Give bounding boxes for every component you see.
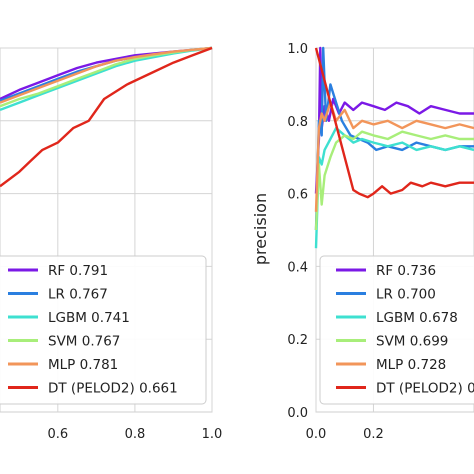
roc-x-tick-label: 1.0 <box>202 427 223 442</box>
pr-legend-label: DT (PELOD2) 0.661 <box>376 381 474 397</box>
roc-series-line-5 <box>0 46 213 188</box>
roc-series-lines <box>0 46 213 188</box>
pr-legend-label: LGBM 0.678 <box>376 310 458 326</box>
pr-y-tick-label: 1.0 <box>287 42 308 57</box>
pr-y-tick-label: 0.6 <box>287 188 308 203</box>
roc-x-ticks: 0.6 0.8 1.0 <box>47 427 222 442</box>
pr-y-ticks: 0.0 0.2 0.4 0.6 0.8 1.0 <box>287 42 308 421</box>
pr-series-line-3 <box>314 130 474 231</box>
pr-x-ticks: 0.0 0.2 <box>306 427 384 442</box>
roc-legend-label: DT (PELOD2) 0.661 <box>48 381 178 397</box>
roc-legend-label: LGBM 0.741 <box>48 310 130 326</box>
pr-y-tick-label: 0.8 <box>287 115 308 130</box>
pr-legend-label: RF 0.736 <box>376 263 436 279</box>
roc-x-tick-label: 0.6 <box>47 427 68 442</box>
pr-y-tick-label: 0.2 <box>287 333 308 348</box>
pr-y-axis-label: precision <box>251 193 270 265</box>
pr-legend-label: SVM 0.699 <box>376 334 448 350</box>
roc-series-line-4 <box>0 46 213 104</box>
pr-legend-label: MLP 0.728 <box>376 357 446 373</box>
pr-legend: RF 0.736 LR 0.700 LGBM 0.678 SVM 0.699 MLP 0… <box>319 255 474 405</box>
roc-legend-label: LR 0.767 <box>48 287 108 303</box>
pr-series-lines <box>314 46 474 249</box>
pr-legend-label: LR 0.700 <box>376 287 436 303</box>
pr-x-tick-label: 0.0 <box>306 427 327 442</box>
pr-y-tick-label: 0.0 <box>287 406 308 421</box>
roc-chart-panel: 0.6 0.8 1.0 RF 0.791 LR 0.767 LGBM 0.741 SVM … <box>0 46 222 442</box>
roc-legend-label: SVM 0.767 <box>48 334 120 350</box>
pr-series-line-2 <box>314 126 474 249</box>
roc-legend-label: RF 0.791 <box>48 263 108 279</box>
pr-series-line-5 <box>314 47 474 199</box>
roc-x-tick-label: 0.8 <box>125 427 146 442</box>
roc-legend-label: MLP 0.781 <box>48 357 118 373</box>
roc-legend-box <box>0 255 207 405</box>
pr-x-tick-label: 0.2 <box>363 427 384 442</box>
pr-y-tick-label: 0.4 <box>287 260 308 275</box>
roc-legend: RF 0.791 LR 0.767 LGBM 0.741 SVM 0.767 MLP 0… <box>0 255 207 405</box>
pr-series-line-4 <box>314 101 474 212</box>
pr-chart-panel: 0.0 0.2 0.0 0.2 0.4 0.6 0.8 1.0 precision RF 0… <box>251 42 474 442</box>
